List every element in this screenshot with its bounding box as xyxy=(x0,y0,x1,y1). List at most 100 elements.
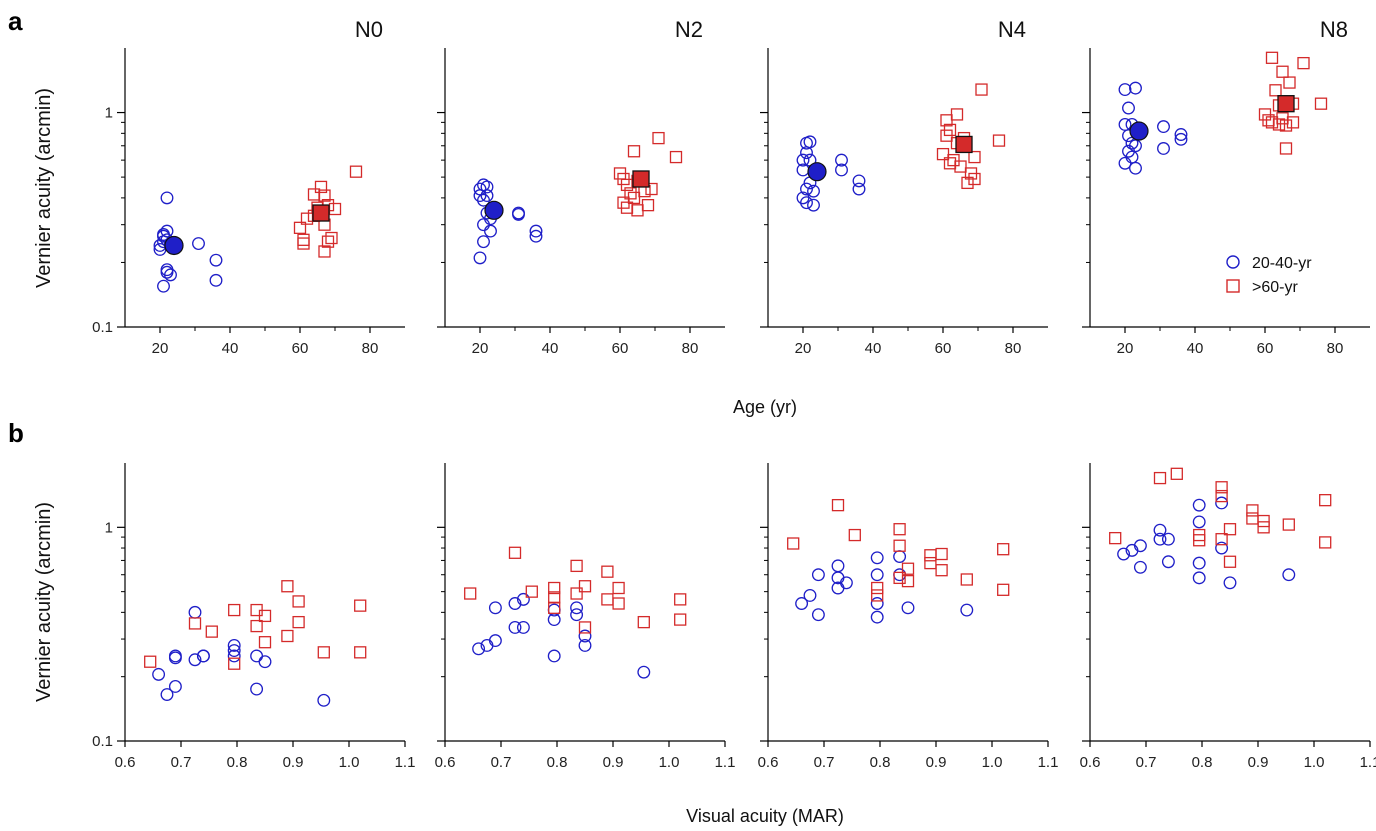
row-b-y-axis-label: Vernier acuity (arcmin) xyxy=(33,502,55,702)
old-data-point xyxy=(997,543,1010,556)
panel-b-2: 0.6 0.7 0.8 0.9 1.0 1.1 xyxy=(435,463,735,771)
young-data-point xyxy=(192,237,205,250)
young-data-point xyxy=(196,649,210,663)
old-data-point xyxy=(901,574,915,588)
young-data-point xyxy=(1192,556,1206,570)
x-tick-label: 1.0 xyxy=(659,754,680,771)
x-tick-label: 0.9 xyxy=(603,754,624,771)
old-data-point xyxy=(1170,467,1183,480)
x-tick-label: 80 xyxy=(362,340,379,357)
x-tick-label: 1.0 xyxy=(1304,754,1325,771)
young-data-point xyxy=(477,235,490,249)
x-tick-label: 40 xyxy=(542,340,559,357)
old-data-point xyxy=(645,182,658,196)
young-data-point xyxy=(901,601,915,615)
young-data-point xyxy=(472,642,486,656)
y-tick-label: 0.1 xyxy=(92,733,113,750)
young-data-point xyxy=(477,218,490,232)
young-data-point xyxy=(1133,539,1147,553)
old-data-point xyxy=(601,593,614,606)
young-data-point xyxy=(209,253,223,267)
old-data-point xyxy=(935,547,948,561)
old-data-point xyxy=(293,221,307,234)
old-data-point xyxy=(997,583,1010,596)
old-data-point xyxy=(258,636,272,649)
old-data-point xyxy=(1279,142,1293,155)
young-data-point xyxy=(1161,532,1175,546)
old-data-point xyxy=(250,619,263,633)
young-data-point xyxy=(1153,532,1167,546)
old-data-point xyxy=(893,571,906,585)
old-data-point xyxy=(612,581,625,595)
old-data-point xyxy=(674,613,687,626)
young-data-point xyxy=(480,180,494,194)
old-data-point xyxy=(1283,76,1296,89)
legend-old-label: >60-yr xyxy=(1252,279,1298,296)
young-mean-point xyxy=(484,200,504,220)
old-data-point xyxy=(354,646,367,659)
old-data-point xyxy=(228,603,241,617)
old-mean-point xyxy=(955,135,973,154)
young-data-point xyxy=(831,559,845,573)
panel-b-3: 0.6 0.7 0.8 0.9 1.0 1.1 xyxy=(758,463,1058,771)
x-tick-label: 20 xyxy=(152,340,169,357)
young-data-point xyxy=(473,182,487,196)
x-tick-label: 80 xyxy=(682,340,699,357)
old-data-point xyxy=(317,646,330,659)
y-tick-label: 1 xyxy=(105,105,113,122)
old-data-point xyxy=(935,564,948,577)
young-data-point xyxy=(1215,496,1229,510)
young-data-point xyxy=(227,649,241,663)
young-data-point xyxy=(508,620,522,634)
row-a-y-axis-label: Vernier acuity (arcmin) xyxy=(33,88,55,288)
young-data-point xyxy=(839,576,853,590)
young-data-point xyxy=(1133,560,1147,574)
young-data-point xyxy=(160,265,174,279)
young-data-point xyxy=(1192,498,1206,512)
x-tick-label: 0.7 xyxy=(1136,754,1157,771)
old-data-point xyxy=(960,573,973,586)
young-data-point xyxy=(227,644,241,658)
old-data-point xyxy=(1265,51,1279,64)
old-data-point xyxy=(901,562,915,575)
young-data-point xyxy=(168,680,182,693)
old-mean-point xyxy=(632,170,650,188)
old-data-point xyxy=(525,585,538,598)
old-data-point xyxy=(975,83,988,96)
young-data-point xyxy=(811,568,825,582)
young-data-point xyxy=(803,588,817,602)
young-data-point xyxy=(152,667,166,681)
young-data-point xyxy=(1153,523,1167,537)
old-data-point xyxy=(349,165,363,178)
old-data-point xyxy=(674,593,687,606)
x-tick-label: 60 xyxy=(1257,340,1274,357)
panel-a-4: 20 40 60 80 N8 xyxy=(1082,17,1370,357)
young-data-point xyxy=(258,655,272,669)
old-data-point xyxy=(1279,119,1293,132)
young-data-point xyxy=(852,182,866,196)
young-data-point xyxy=(188,605,202,619)
panel-title: N0 xyxy=(355,17,383,42)
old-data-point xyxy=(1223,555,1237,568)
young-data-point xyxy=(508,597,522,610)
x-tick-label: 0.8 xyxy=(870,754,891,771)
young-data-point xyxy=(1118,83,1132,97)
young-data-point xyxy=(570,601,584,615)
x-tick-label: 1.1 xyxy=(1360,754,1376,771)
young-data-point xyxy=(852,174,866,188)
old-data-point xyxy=(314,180,328,194)
x-tick-label: 1.1 xyxy=(395,754,416,771)
x-tick-label: 20 xyxy=(795,340,812,357)
x-tick-label: 0.8 xyxy=(1192,754,1213,771)
old-data-point xyxy=(570,587,583,600)
old-data-point xyxy=(548,581,561,595)
young-data-point xyxy=(870,551,884,565)
young-data-point xyxy=(488,601,502,615)
young-data-point xyxy=(1215,541,1229,555)
young-mean-point xyxy=(807,162,827,182)
panel-b-4: 0.6 0.7 0.8 0.9 1.0 1.1 xyxy=(1080,463,1376,771)
old-data-point xyxy=(1153,471,1167,485)
old-data-point xyxy=(1286,116,1300,129)
young-data-point xyxy=(160,191,174,205)
old-data-point xyxy=(1246,504,1259,517)
